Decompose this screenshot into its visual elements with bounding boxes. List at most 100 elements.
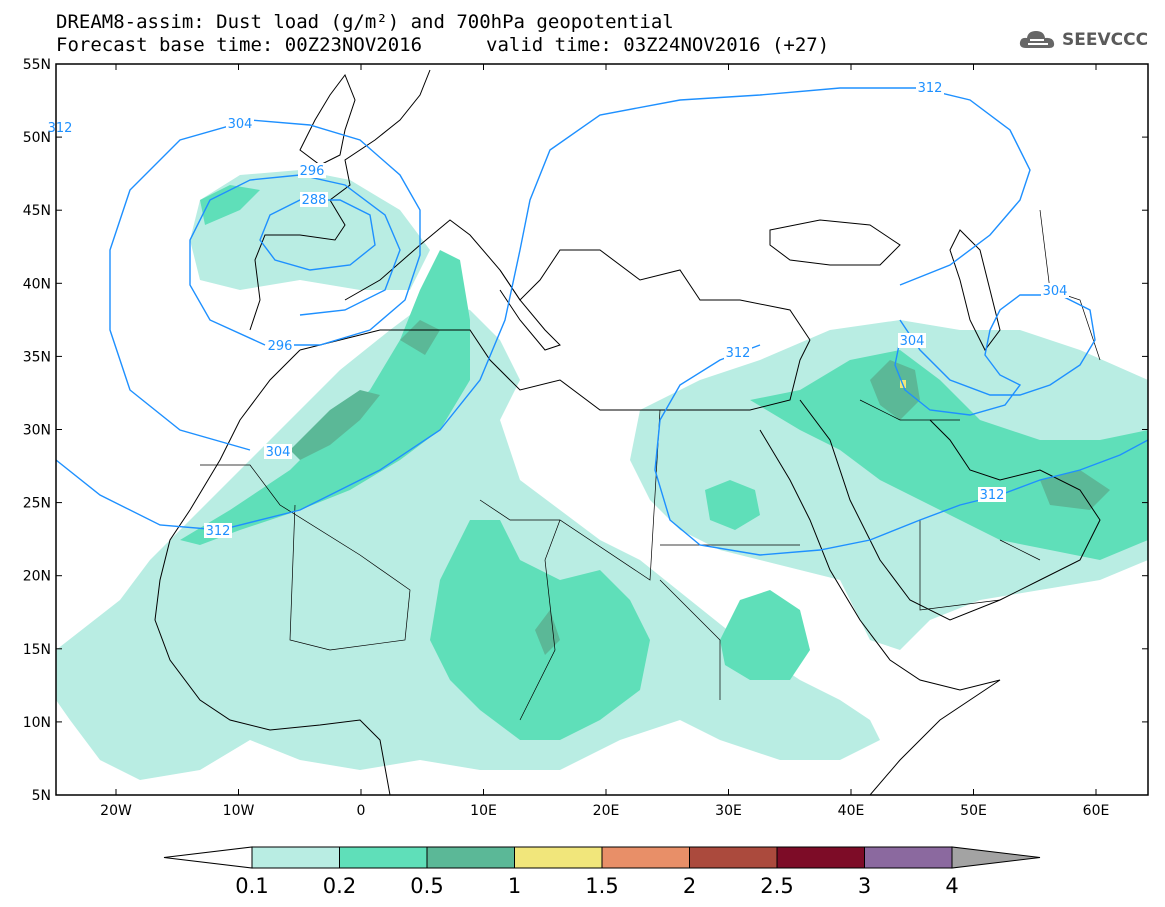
lat-axis: 55N 50N 45N 40N 35N 30N 25N 20N 15N 10N 5N xyxy=(23,57,1148,804)
colorbar-label: 3 xyxy=(858,874,871,898)
dust-region-algeria-core xyxy=(400,320,440,355)
colorbar-swatch xyxy=(514,846,603,869)
contour-label: 312 xyxy=(48,121,73,136)
contour-label-bg xyxy=(978,487,1006,502)
lon-label: 60E xyxy=(1083,803,1110,819)
contour-label: 312 xyxy=(726,346,751,361)
coastline-red-sea-africa xyxy=(759,429,1001,795)
contour-label: 312 xyxy=(918,81,943,96)
coastline-italy xyxy=(499,269,561,351)
contour-label: 304 xyxy=(1043,284,1068,299)
colorbar-high-arrow xyxy=(951,846,1041,869)
contour-label-bg xyxy=(264,444,292,459)
contour-label-bg xyxy=(724,345,752,360)
contour-label-bg xyxy=(266,338,294,353)
contour-label: 296 xyxy=(268,339,293,354)
contour-label: 296 xyxy=(300,164,325,179)
colorbar-label: 1 xyxy=(508,874,521,898)
colorbar-label: 1.5 xyxy=(585,874,618,898)
coastline-west-europe xyxy=(249,69,431,331)
coastline-britain xyxy=(299,73,356,166)
contour-label: 312 xyxy=(206,524,231,539)
contour-label: 304 xyxy=(228,117,253,132)
colorbar: 0.1 0.2 0.5 1 1.5 2 2.5 3 4 xyxy=(163,846,1041,898)
colorbar-swatch xyxy=(251,846,340,869)
contour-304-low xyxy=(109,119,421,451)
lon-label: 20E xyxy=(593,803,620,819)
coastline-mediterranean-north xyxy=(344,219,811,341)
contour-label-bg xyxy=(46,120,74,135)
dust-region-sudan xyxy=(720,590,810,680)
dust-region-egypt xyxy=(705,480,760,530)
coastline-caspian xyxy=(949,229,1001,351)
contour-label: 312 xyxy=(980,488,1005,503)
time-line: Forecast base time: 00Z23NOV2016 valid ti… xyxy=(56,34,829,56)
coastlines xyxy=(154,69,1101,795)
valid-time: valid time: 03Z24NOV2016 (+27) xyxy=(486,34,830,56)
lon-label: 0 xyxy=(357,803,366,819)
colorbar-swatch xyxy=(601,846,690,869)
dust-region-atlas-band xyxy=(180,250,470,545)
colorbar-label: 0.5 xyxy=(410,874,443,898)
lat-label: 50N xyxy=(23,130,51,146)
lon-label: 20W xyxy=(100,803,132,819)
coastline-arabia xyxy=(799,399,1101,621)
colorbar-label: 2.5 xyxy=(760,874,793,898)
lon-axis: 20W 10W 0 10E 20E 30E 40E 50E 60E xyxy=(100,64,1109,819)
base-time: Forecast base time: 00Z23NOV2016 xyxy=(56,34,423,56)
contour-288 xyxy=(259,199,376,271)
dust-region-sahara-core xyxy=(290,390,380,460)
coastline-black-sea xyxy=(769,219,901,266)
colorbar-swatch xyxy=(689,846,778,869)
lat-label: 10N xyxy=(23,715,51,731)
contour-label-bg xyxy=(300,192,328,207)
colorbar-label: 2 xyxy=(683,874,696,898)
contour-label-bg xyxy=(204,523,232,538)
lat-label: 15N xyxy=(23,642,51,658)
colorbar-label: 4 xyxy=(945,874,958,898)
lon-label: 10E xyxy=(470,803,497,819)
lat-label: 40N xyxy=(23,276,51,292)
cloud-icon xyxy=(1019,31,1055,48)
lon-label: 40E xyxy=(838,803,865,819)
lat-label: 5N xyxy=(32,788,51,804)
contour-label-bg xyxy=(298,163,326,178)
lon-label: 50E xyxy=(960,803,987,819)
contour-label-bg xyxy=(226,116,254,131)
colorbar-swatch xyxy=(776,846,865,869)
dust-region-iberia xyxy=(200,185,260,225)
dust-region-arabia xyxy=(750,350,1148,560)
dust-region-chad-core xyxy=(535,610,560,655)
lon-label: 30E xyxy=(715,803,742,819)
contour-label: 304 xyxy=(266,445,291,460)
coastline-north-africa xyxy=(299,329,811,411)
lat-label: 30N xyxy=(23,423,51,439)
coastline-west-africa xyxy=(154,349,391,795)
lon-label: 10W xyxy=(223,803,255,819)
contour-312-east xyxy=(654,344,1148,556)
colorbar-swatch xyxy=(426,846,515,869)
contour-label-bg xyxy=(916,80,944,95)
colorbar-low-arrow xyxy=(163,846,253,869)
lat-label: 45N xyxy=(23,203,51,219)
lat-label: 55N xyxy=(23,57,51,73)
colorbar-swatch xyxy=(864,846,953,869)
dust-region-gulf-core xyxy=(1040,470,1110,510)
contour-label-bg xyxy=(1041,283,1069,298)
contour-label: 304 xyxy=(900,334,925,349)
contour-312-main xyxy=(56,87,1031,531)
colorbar-label: 0.2 xyxy=(323,874,356,898)
logo-text: SEEVCCC xyxy=(1062,30,1149,50)
dust-field xyxy=(56,170,1148,780)
contour-label-bg xyxy=(898,333,926,348)
contour-label-group: 312 304 296 288 296 304 312 312 304 304 312 312 xyxy=(46,80,1069,539)
lat-label: 35N xyxy=(23,349,51,365)
lat-label: 20N xyxy=(23,569,51,585)
seevccc-logo: SEEVCCC xyxy=(1018,28,1148,52)
contour-304-east xyxy=(894,294,1096,416)
dust-region-iraq-core xyxy=(870,360,920,420)
lat-label: 25N xyxy=(23,496,51,512)
colorbar-label: 0.1 xyxy=(235,874,268,898)
contour-label: 288 xyxy=(302,193,327,208)
